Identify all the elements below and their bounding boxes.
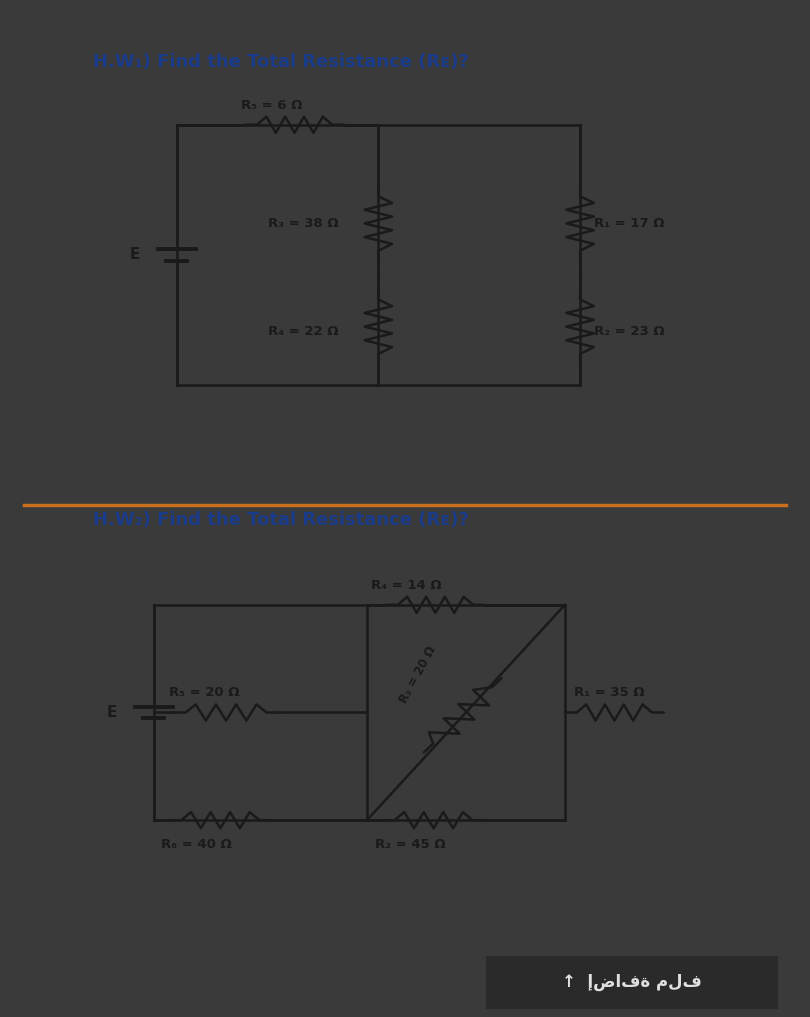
Text: R₁ = 35 Ω: R₁ = 35 Ω (574, 685, 645, 699)
Text: E: E (107, 705, 117, 720)
Text: R₄ = 14 Ω: R₄ = 14 Ω (371, 580, 441, 593)
Text: R₃ = 20 Ω: R₃ = 20 Ω (398, 645, 439, 706)
Text: E: E (130, 247, 140, 262)
Text: R₂ = 23 Ω: R₂ = 23 Ω (594, 324, 664, 338)
Text: H.W₁) Find the Total Resistance (Rᴇ)?: H.W₁) Find the Total Resistance (Rᴇ)? (93, 53, 469, 71)
Text: ↑  إضافة ملف: ↑ إضافة ملف (562, 973, 701, 992)
Text: R₅ = 20 Ω: R₅ = 20 Ω (169, 685, 240, 699)
Text: R₅ = 6 Ω: R₅ = 6 Ω (241, 100, 303, 113)
Text: R₃ = 38 Ω: R₃ = 38 Ω (268, 217, 339, 230)
Text: R₄ = 22 Ω: R₄ = 22 Ω (268, 324, 339, 338)
Text: R₁ = 17 Ω: R₁ = 17 Ω (594, 217, 664, 230)
Text: R₂ = 45 Ω: R₂ = 45 Ω (374, 838, 446, 851)
Text: R₆ = 40 Ω: R₆ = 40 Ω (161, 838, 232, 851)
FancyBboxPatch shape (475, 954, 789, 1011)
Text: H.W₂) Find the Total Resistance (Rᴇ)?: H.W₂) Find the Total Resistance (Rᴇ)? (93, 511, 469, 529)
